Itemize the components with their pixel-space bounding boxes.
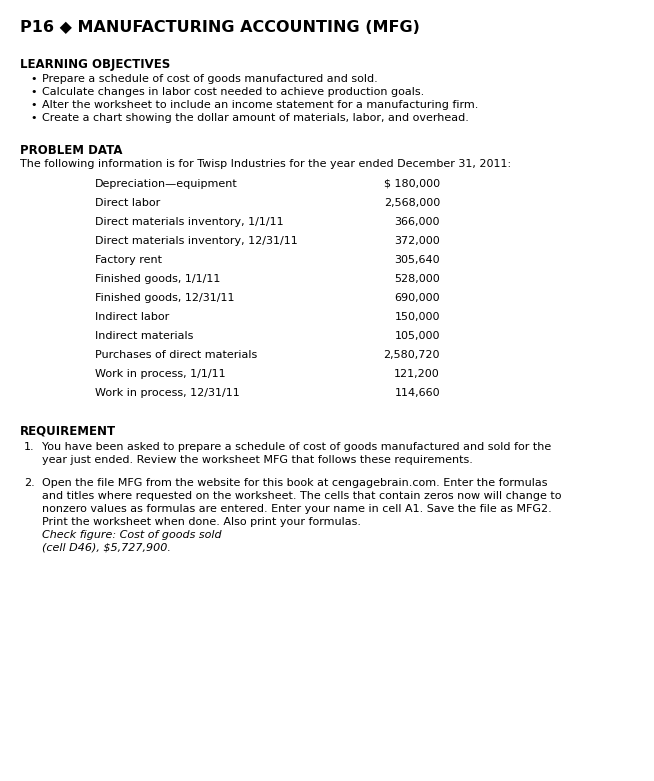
Text: Finished goods, 12/31/11: Finished goods, 12/31/11 [95,293,235,303]
Text: LEARNING OBJECTIVES: LEARNING OBJECTIVES [20,58,170,71]
Text: year just ended. Review the worksheet MFG that follows these requirements.: year just ended. Review the worksheet MF… [42,455,473,465]
Text: 121,200: 121,200 [394,369,440,379]
Text: 150,000: 150,000 [394,312,440,322]
Text: •: • [30,87,37,97]
Text: Purchases of direct materials: Purchases of direct materials [95,350,257,360]
Text: 105,000: 105,000 [394,331,440,341]
Text: •: • [30,74,37,84]
Text: REQUIREMENT: REQUIREMENT [20,425,116,438]
Text: 528,000: 528,000 [394,274,440,284]
Text: 366,000: 366,000 [394,217,440,227]
Text: Work in process, 12/31/11: Work in process, 12/31/11 [95,388,240,398]
Text: The following information is for Twisp Industries for the year ended December 31: The following information is for Twisp I… [20,159,511,169]
Text: •: • [30,100,37,110]
Text: •: • [30,113,37,123]
Text: Finished goods, 1/1/11: Finished goods, 1/1/11 [95,274,220,284]
Text: 305,640: 305,640 [394,255,440,265]
Text: 2,568,000: 2,568,000 [384,198,440,208]
Text: Direct labor: Direct labor [95,198,160,208]
Text: 2.: 2. [24,478,35,488]
Text: (cell D46), $5,727,900.: (cell D46), $5,727,900. [42,543,171,553]
Text: Direct materials inventory, 12/31/11: Direct materials inventory, 12/31/11 [95,236,298,246]
Text: Alter the worksheet to include an income statement for a manufacturing firm.: Alter the worksheet to include an income… [42,100,478,110]
Text: 1.: 1. [24,442,35,452]
Text: 690,000: 690,000 [394,293,440,303]
Text: Depreciation—equipment: Depreciation—equipment [95,179,238,189]
Text: Prepare a schedule of cost of goods manufactured and sold.: Prepare a schedule of cost of goods manu… [42,74,378,84]
Text: Direct materials inventory, 1/1/11: Direct materials inventory, 1/1/11 [95,217,284,227]
Text: Create a chart showing the dollar amount of materials, labor, and overhead.: Create a chart showing the dollar amount… [42,113,469,123]
Text: P16 ◆ MANUFACTURING ACCOUNTING (MFG): P16 ◆ MANUFACTURING ACCOUNTING (MFG) [20,20,420,35]
Text: Check figure: Cost of goods sold: Check figure: Cost of goods sold [42,530,222,540]
Text: 2,580,720: 2,580,720 [383,350,440,360]
Text: Indirect materials: Indirect materials [95,331,194,341]
Text: Indirect labor: Indirect labor [95,312,169,322]
Text: PROBLEM DATA: PROBLEM DATA [20,144,122,157]
Text: 372,000: 372,000 [394,236,440,246]
Text: Work in process, 1/1/11: Work in process, 1/1/11 [95,369,226,379]
Text: 114,660: 114,660 [394,388,440,398]
Text: Factory rent: Factory rent [95,255,162,265]
Text: You have been asked to prepare a schedule of cost of goods manufactured and sold: You have been asked to prepare a schedul… [42,442,551,452]
Text: and titles where requested on the worksheet. The cells that contain zeros now wi: and titles where requested on the worksh… [42,491,562,501]
Text: Print the worksheet when done. Also print your formulas.: Print the worksheet when done. Also prin… [42,517,364,527]
Text: Open the file MFG from the website for this book at cengagebrain.com. Enter the : Open the file MFG from the website for t… [42,478,547,488]
Text: Calculate changes in labor cost needed to achieve production goals.: Calculate changes in labor cost needed t… [42,87,424,97]
Text: $ 180,000: $ 180,000 [384,179,440,189]
Text: nonzero values as formulas are entered. Enter your name in cell A1. Save the fil: nonzero values as formulas are entered. … [42,504,552,514]
